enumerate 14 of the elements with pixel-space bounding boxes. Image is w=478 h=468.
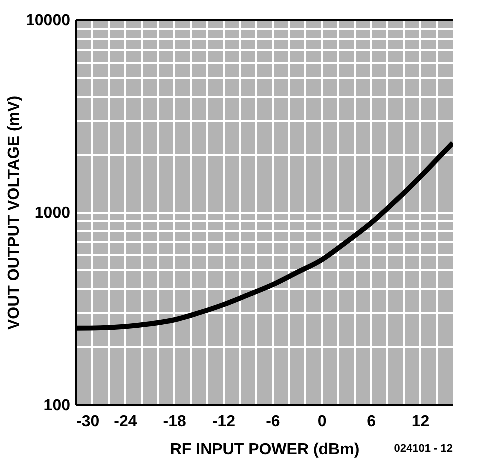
y-tick-label: 1000 xyxy=(34,205,71,222)
y-tick-label: 100 xyxy=(44,398,71,414)
y-tick-label: 10000 xyxy=(26,12,71,30)
x-tick-label: -12 xyxy=(212,414,236,430)
x-tick-label: 6 xyxy=(367,414,376,430)
y-axis-title: VOUT OUTPUT VOLTAGE (mV) xyxy=(6,96,24,330)
x-tick-label: 0 xyxy=(318,414,327,430)
x-tick-label: -6 xyxy=(266,414,280,430)
x-tick-label: -30 xyxy=(76,414,100,430)
x-tick-label: 12 xyxy=(412,414,430,430)
x-tick-label: -18 xyxy=(163,414,187,430)
text: 024101 - 12 xyxy=(394,443,453,455)
x-axis-title: RF INPUT POWER (dBm) xyxy=(170,442,360,458)
x-tick-label: -24 xyxy=(114,414,138,430)
